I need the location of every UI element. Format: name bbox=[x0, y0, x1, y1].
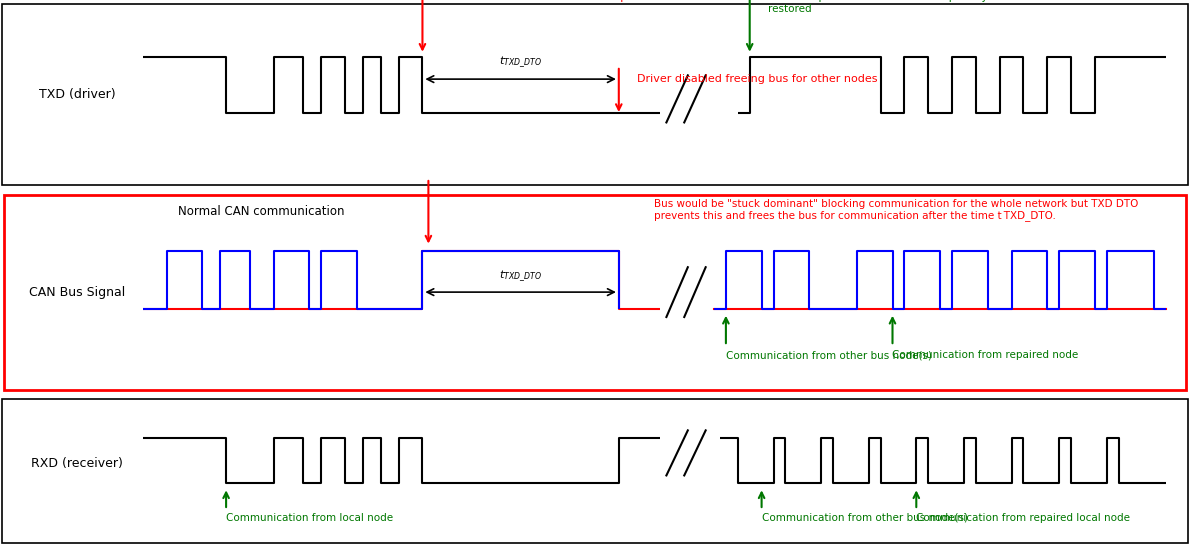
Text: Communication from local node: Communication from local node bbox=[226, 513, 393, 523]
Text: Normal CAN communication: Normal CAN communication bbox=[178, 205, 345, 218]
Text: Communication from repaired local node: Communication from repaired local node bbox=[916, 513, 1130, 523]
Text: Communication from repaired node: Communication from repaired node bbox=[892, 350, 1079, 360]
Text: Bus would be "stuck dominant" blocking communication for the whole network but T: Bus would be "stuck dominant" blocking c… bbox=[654, 199, 1139, 221]
Text: Communication from other bus node(s): Communication from other bus node(s) bbox=[762, 513, 967, 523]
Text: RXD (receiver): RXD (receiver) bbox=[31, 457, 124, 470]
Text: Fault is repaired & transmission capability
restored: Fault is repaired & transmission capabil… bbox=[768, 0, 988, 14]
Text: CAN Bus Signal: CAN Bus Signal bbox=[30, 286, 125, 299]
Text: Driver disabled freeing bus for other nodes: Driver disabled freeing bus for other no… bbox=[637, 74, 877, 84]
Text: $\mathit{t}_{TXD\_DTO}$: $\mathit{t}_{TXD\_DTO}$ bbox=[499, 54, 543, 70]
Text: $\mathit{t}_{TXD\_DTO}$: $\mathit{t}_{TXD\_DTO}$ bbox=[499, 269, 543, 284]
Text: TXD (driver): TXD (driver) bbox=[39, 88, 115, 100]
Text: Communication from other bus node(s): Communication from other bus node(s) bbox=[726, 350, 932, 360]
Text: TXD fault stuck dominant: example PCB failure or bad software: TXD fault stuck dominant: example PCB fa… bbox=[440, 0, 793, 3]
